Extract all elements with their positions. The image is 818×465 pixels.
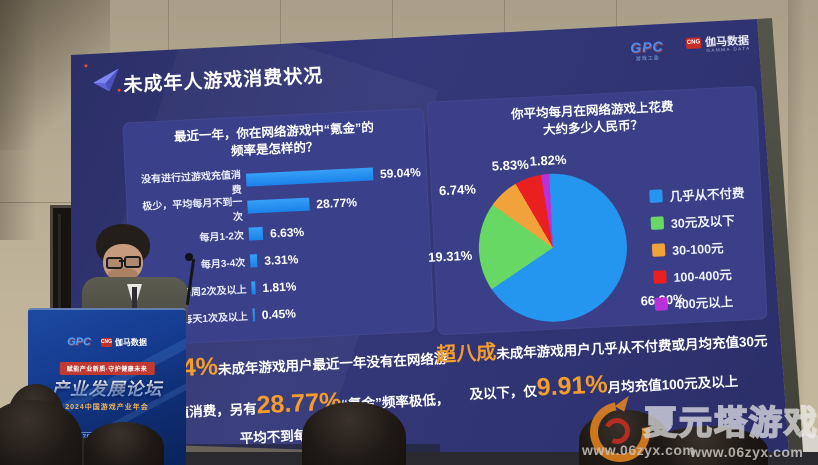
watermark-brand: 夏元塔游戏 bbox=[643, 403, 818, 442]
bar-value-label: 6.63% bbox=[269, 224, 305, 241]
legend-label: 100-400元 bbox=[673, 268, 733, 285]
bar bbox=[248, 226, 264, 241]
bar bbox=[247, 197, 310, 214]
glasses-icon bbox=[124, 256, 141, 268]
pie-label: 6.74% bbox=[438, 181, 477, 199]
glasses-icon bbox=[106, 257, 123, 269]
legend-swatch bbox=[650, 216, 665, 230]
slide: 未成年人游戏消费状况 GPC 游戏工委 CNG 伽马数据 GAMMA DATA … bbox=[72, 22, 801, 461]
glasses-bridge bbox=[119, 260, 125, 262]
wall-left-corner bbox=[0, 0, 36, 240]
bar bbox=[249, 254, 258, 268]
audience-head bbox=[84, 422, 164, 465]
legend-label: 400元以上 bbox=[674, 295, 734, 312]
audience-head bbox=[648, 426, 768, 465]
bar bbox=[245, 167, 374, 187]
legend-label: 30-100元 bbox=[671, 241, 724, 258]
watermark: 夏元塔游戏 www.06zyx.com www.06zyx.com bbox=[556, 390, 818, 465]
podium-gamma-logo: CNG 伽马数据 bbox=[100, 337, 147, 347]
legend-swatch bbox=[654, 297, 669, 311]
podium-gpc-logo: GPC bbox=[67, 336, 91, 348]
podium-ribbon: 赋能产业新质·守护健康未来 bbox=[59, 362, 155, 375]
pie-label: 5.83% bbox=[491, 156, 530, 174]
watermark-url: www.06zyx.com bbox=[690, 444, 804, 460]
gamma-logo-subtext: GAMMA DATA bbox=[706, 45, 751, 53]
wall-seam bbox=[168, 0, 169, 70]
legend-label: 30元及以下 bbox=[670, 213, 736, 231]
cng-badge-icon: CNG bbox=[685, 36, 702, 49]
pie-label: 1.82% bbox=[529, 151, 567, 169]
pie-chart-title: 你平均每月在网络游戏上花费 大约多少人民币？ bbox=[510, 99, 674, 137]
legend-swatch bbox=[653, 270, 667, 284]
podium-subtitle: 2024中国游戏产业年会 bbox=[65, 404, 149, 411]
bar-chart-title: 最近一年，你在网络游戏中“氪金”的 频率是怎样的？ bbox=[173, 120, 375, 159]
presenter-tie bbox=[132, 287, 137, 309]
pie-legend: 几乎从不付费 30元及以下 30-100元 100-400元 400元以上 bbox=[649, 178, 750, 317]
paper-plane-icon bbox=[93, 68, 119, 92]
bar-value-label: 0.45% bbox=[261, 305, 297, 322]
wall-seam-horizontal bbox=[0, 202, 72, 203]
pie bbox=[475, 170, 631, 326]
door-glint bbox=[58, 214, 61, 390]
gpc-logo: GPC bbox=[629, 38, 664, 56]
bar-value-label: 3.31% bbox=[263, 251, 299, 268]
sparkle-icon bbox=[84, 64, 88, 68]
gpc-logo-subtext: 游戏工委 bbox=[635, 55, 660, 63]
wall-seam bbox=[280, 0, 281, 70]
podium-title: 产业发展论坛 bbox=[28, 376, 186, 401]
legend-swatch bbox=[651, 243, 666, 257]
bar-category-label: 极少，平均每月不到一次 bbox=[142, 196, 244, 223]
bar-value-label: 1.81% bbox=[262, 278, 297, 295]
bar bbox=[252, 308, 256, 322]
watermark-url: www.06zyx.com bbox=[582, 442, 696, 458]
note-highlight: 超八成 bbox=[435, 341, 497, 367]
audience-head bbox=[0, 400, 82, 465]
bar bbox=[251, 281, 256, 295]
slide-title: 未成年人游戏消费状况 bbox=[122, 65, 324, 97]
pie-chart-panel: 你平均每月在网络游戏上花费 大约多少人民币？ 66.30% 19.31% 6.7… bbox=[426, 85, 768, 336]
microphone-tip bbox=[185, 253, 193, 261]
legend-swatch bbox=[649, 189, 663, 203]
cng-badge-icon: CNG bbox=[100, 337, 112, 347]
wall-seam bbox=[392, 0, 393, 70]
presenter-face bbox=[103, 244, 143, 282]
bar-category-label: 每月1-2次 bbox=[199, 230, 245, 244]
bar-value-label: 28.77% bbox=[315, 194, 358, 211]
audience-head bbox=[302, 402, 406, 465]
sparkle-icon bbox=[117, 88, 121, 92]
pie-label: 19.31% bbox=[427, 247, 473, 265]
bar-value-label: 59.04% bbox=[379, 164, 421, 181]
legend-item: 400元以上 bbox=[654, 286, 750, 318]
legend-label: 几乎从不付费 bbox=[669, 186, 745, 204]
podium-logos: GPC CNG 伽马数据 bbox=[28, 336, 186, 348]
